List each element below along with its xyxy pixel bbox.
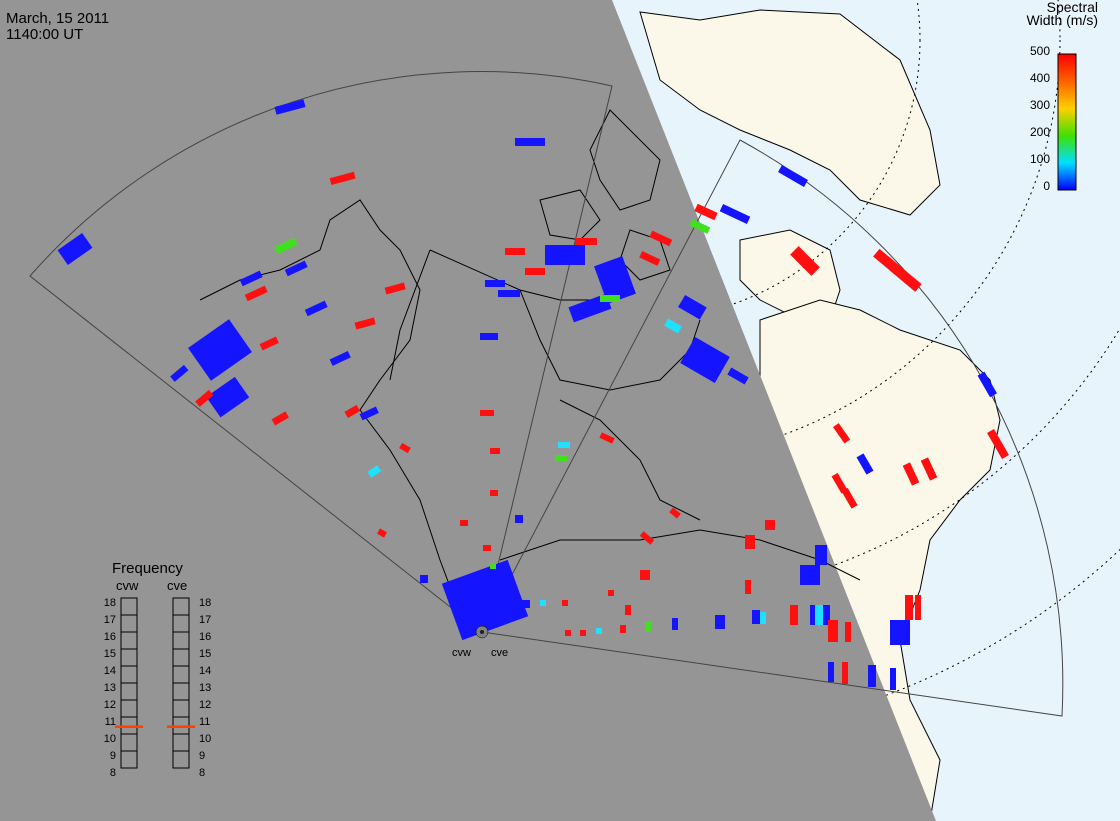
colorbar-tick: 300 bbox=[1029, 98, 1050, 112]
map-date: March, 15 2011 bbox=[6, 10, 110, 27]
frequency-tick: 11 bbox=[199, 716, 211, 728]
radar-label-west: cvw bbox=[452, 647, 471, 659]
frequency-tick: 9 bbox=[199, 750, 206, 762]
frequency-title: Frequency bbox=[112, 560, 183, 577]
colorbar-tick: 400 bbox=[1029, 71, 1050, 85]
frequency-tick: 16 bbox=[199, 631, 212, 643]
echo-cells bbox=[57, 99, 1009, 690]
colorbar-tick: 500 bbox=[1029, 44, 1050, 58]
frequency-tick: 13 bbox=[199, 682, 212, 694]
frequency-tick: 10 bbox=[103, 733, 116, 745]
frequency-col-west: cvw bbox=[116, 578, 139, 593]
echo-blue bbox=[57, 99, 997, 690]
colorbar-title-line2: Width (m/s) bbox=[1026, 12, 1098, 28]
colorbar-title-line1: Spectral bbox=[1046, 0, 1098, 15]
frequency-tick: 12 bbox=[199, 699, 212, 711]
frequency-tick: 16 bbox=[103, 631, 116, 643]
colorbar-tick: 0 bbox=[1043, 179, 1050, 193]
colorbar-tick: 200 bbox=[1029, 125, 1050, 139]
map-time: 1140:00 UT bbox=[6, 26, 84, 43]
frequency-tick: 14 bbox=[199, 665, 212, 677]
frequency-tick: 17 bbox=[103, 614, 116, 626]
frequency-tick: 10 bbox=[199, 733, 212, 745]
spectral-width-colorbar bbox=[1057, 53, 1077, 191]
frequency-tick: 18 bbox=[199, 597, 212, 609]
colorbar-tick: 100 bbox=[1029, 152, 1050, 166]
night-shade bbox=[0, 0, 936, 821]
radar-label-east: cve bbox=[491, 647, 509, 659]
frequency-tick: 17 bbox=[199, 614, 212, 626]
frequency-tick: 14 bbox=[103, 665, 116, 677]
frequency-col-east: cve bbox=[167, 578, 188, 593]
frequency-box-lines bbox=[121, 614, 189, 769]
radar-sites bbox=[475, 625, 489, 639]
frequency-tick: 15 bbox=[103, 648, 116, 660]
frequency-tick: 13 bbox=[103, 682, 116, 694]
echo-red bbox=[195, 171, 1009, 684]
echo-green bbox=[274, 219, 711, 632]
frequency-tick: 18 bbox=[103, 597, 116, 609]
frequency-tick: 11 bbox=[104, 716, 116, 728]
echo-cyan bbox=[367, 318, 823, 634]
frequency-tick: 9 bbox=[109, 750, 116, 762]
frequency-tick: 8 bbox=[109, 767, 116, 779]
frequency-tick: 15 bbox=[199, 648, 212, 660]
frequency-tick: 12 bbox=[103, 699, 116, 711]
frequency-tick: 8 bbox=[199, 767, 206, 779]
